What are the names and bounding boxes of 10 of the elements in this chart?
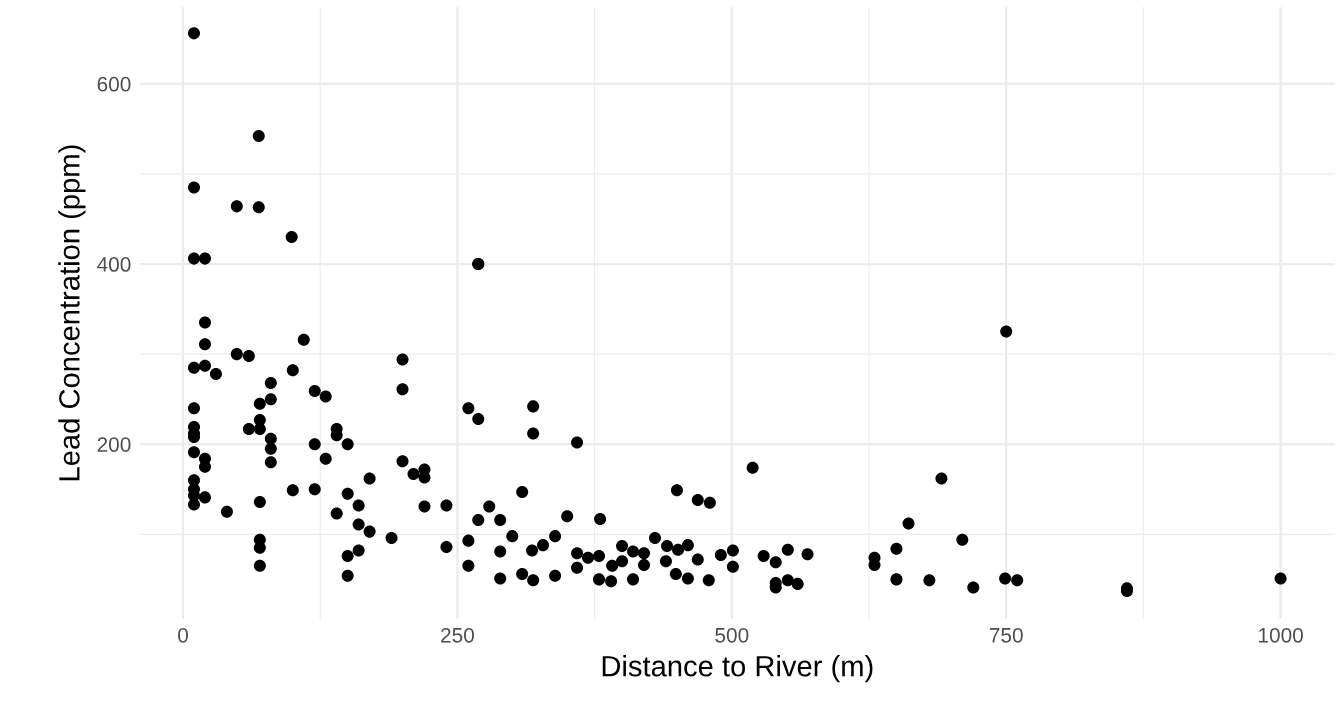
x-axis-title: Distance to River (m) [602, 655, 873, 683]
x-tick-label: 1000 [1259, 627, 1303, 643]
y-axis-title: Lead Concentration (ppm) [58, 145, 86, 481]
x-tick-label: 250 [441, 627, 474, 643]
x-tick-label: 500 [715, 627, 749, 643]
y-tick-label: 600 [97, 76, 131, 92]
y-tick-label: 200 [97, 437, 131, 452]
y-tick-label: 400 [97, 257, 131, 272]
x-tick-label: 0 [178, 627, 189, 643]
x-tick-label: 750 [989, 627, 1023, 643]
